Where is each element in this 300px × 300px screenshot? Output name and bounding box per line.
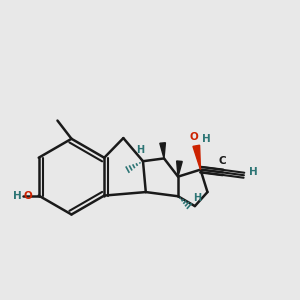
Text: H: H (249, 167, 258, 177)
Text: H: H (202, 134, 211, 144)
Text: O: O (24, 190, 33, 201)
Text: H: H (136, 145, 144, 155)
Text: H: H (194, 193, 202, 203)
Text: C: C (218, 156, 226, 166)
Polygon shape (193, 145, 200, 169)
Polygon shape (177, 161, 182, 177)
Text: H: H (13, 190, 22, 201)
Text: O: O (189, 132, 198, 142)
Polygon shape (160, 143, 165, 158)
